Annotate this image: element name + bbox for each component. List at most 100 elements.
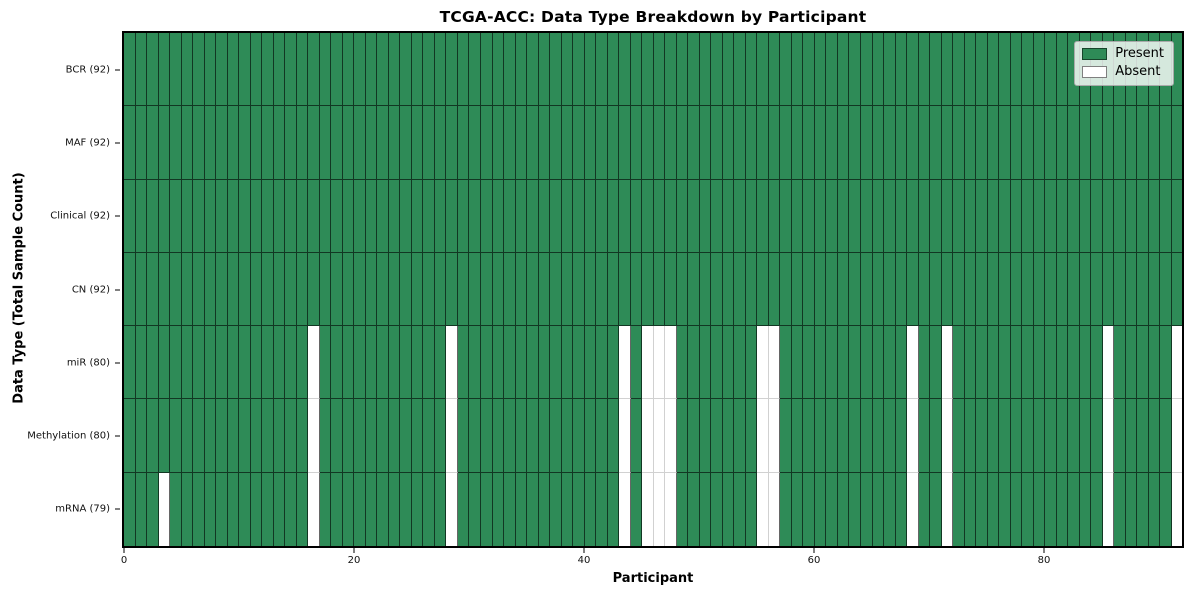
x-tick-label: 0: [120, 555, 128, 566]
heatmap-cell: [745, 472, 758, 546]
heatmap-cell: [630, 472, 643, 546]
heatmap-cell: [1137, 179, 1149, 253]
heatmap-cell: [434, 33, 447, 107]
heatmap-cell: [596, 33, 608, 107]
heatmap-cell: [331, 179, 343, 253]
heatmap-cell: [527, 179, 539, 253]
heatmap-cell: [388, 472, 401, 546]
heatmap-cell: [722, 399, 735, 473]
heatmap-cell: [124, 399, 136, 473]
heatmap-cell: [1033, 326, 1046, 400]
heatmap-cell: [135, 33, 148, 107]
heatmap-cell: [550, 106, 562, 180]
heatmap-cell: [653, 179, 666, 253]
x-axis-label: Participant: [612, 571, 694, 586]
heatmap-cell: [607, 179, 620, 253]
heatmap-cell: [630, 399, 643, 473]
heatmap-cell: [642, 252, 654, 327]
legend-item-present: Present: [1082, 47, 1164, 61]
heatmap-cell: [573, 179, 585, 253]
heatmap-cell: [262, 472, 274, 546]
heatmap-cell: [561, 106, 574, 180]
heatmap-cell: [861, 106, 873, 180]
heatmap-cell: [239, 252, 251, 327]
heatmap-cell: [250, 252, 263, 327]
heatmap-cell: [469, 106, 481, 180]
heatmap-cell: [930, 326, 942, 400]
heatmap-cell: [676, 252, 689, 327]
heatmap-cell: [849, 33, 861, 107]
heatmap-cell: [515, 326, 528, 400]
heatmap-cell: [642, 399, 654, 473]
heatmap-cell: [573, 33, 585, 107]
heatmap-cell: [308, 252, 320, 327]
heatmap-cell: [964, 33, 977, 107]
heatmap-cell: [193, 326, 205, 400]
heatmap-cell: [1045, 252, 1057, 327]
heatmap-cell: [734, 252, 746, 327]
heatmap-cell: [342, 472, 355, 546]
heatmap-cell: [457, 179, 470, 253]
heatmap-cell: [411, 399, 424, 473]
heatmap-cell: [250, 399, 263, 473]
heatmap-cell: [619, 326, 631, 400]
heatmap-cell: [814, 326, 827, 400]
heatmap-cell: [653, 33, 666, 107]
heatmap-cell: [1022, 106, 1034, 180]
heatmap-cell: [1137, 399, 1149, 473]
heatmap-cell: [504, 472, 516, 546]
heatmap-cell: [814, 106, 827, 180]
heatmap-cell: [193, 472, 205, 546]
heatmap-cell: [688, 252, 700, 327]
heatmap-cell: [1079, 252, 1092, 327]
heatmap-cell: [584, 472, 597, 546]
heatmap-cell: [734, 326, 746, 400]
heatmap-cell: [642, 472, 654, 546]
heatmap-cell: [722, 33, 735, 107]
heatmap-cell: [976, 326, 988, 400]
heatmap-cell: [837, 33, 850, 107]
heatmap-cell: [319, 179, 332, 253]
heatmap-cell: [285, 252, 297, 327]
heatmap-cell: [930, 252, 942, 327]
heatmap-cell: [285, 33, 297, 107]
heatmap-cell: [976, 106, 988, 180]
heatmap-cell: [1125, 472, 1138, 546]
heatmap-cell: [273, 326, 286, 400]
heatmap-cell: [596, 179, 608, 253]
heatmap-cell: [930, 399, 942, 473]
heatmap-cell: [826, 399, 838, 473]
heatmap-cell: [688, 106, 700, 180]
heatmap-cell: [216, 472, 228, 546]
heatmap-cell: [768, 33, 781, 107]
heatmap-cell: [711, 399, 723, 473]
heatmap-cell: [987, 472, 1000, 546]
heatmap-cell: [768, 252, 781, 327]
heatmap-cell: [814, 472, 827, 546]
y-tick-mark: [115, 508, 120, 510]
plot-area: Present Absent: [122, 31, 1184, 548]
heatmap-cell: [837, 179, 850, 253]
heatmap-cell: [768, 179, 781, 253]
heatmap-cell: [1079, 472, 1092, 546]
heatmap-cell: [262, 179, 274, 253]
heatmap-cell: [1148, 472, 1161, 546]
heatmap-cell: [365, 179, 378, 253]
heatmap-cell: [826, 252, 838, 327]
heatmap-cell: [745, 326, 758, 400]
heatmap-cell: [987, 33, 1000, 107]
heatmap-cell: [1022, 472, 1034, 546]
heatmap-cell: [642, 326, 654, 400]
heatmap-row-mRNA: [124, 472, 1183, 546]
heatmap-cell: [239, 106, 251, 180]
heatmap-cell: [135, 179, 148, 253]
heatmap-cell: [734, 399, 746, 473]
heatmap-cell: [757, 252, 769, 327]
heatmap-cell: [699, 326, 712, 400]
heatmap-cell: [849, 106, 861, 180]
heatmap-cell: [504, 179, 516, 253]
heatmap-cell: [780, 326, 792, 400]
heatmap-cell: [434, 106, 447, 180]
heatmap-cell: [377, 106, 389, 180]
